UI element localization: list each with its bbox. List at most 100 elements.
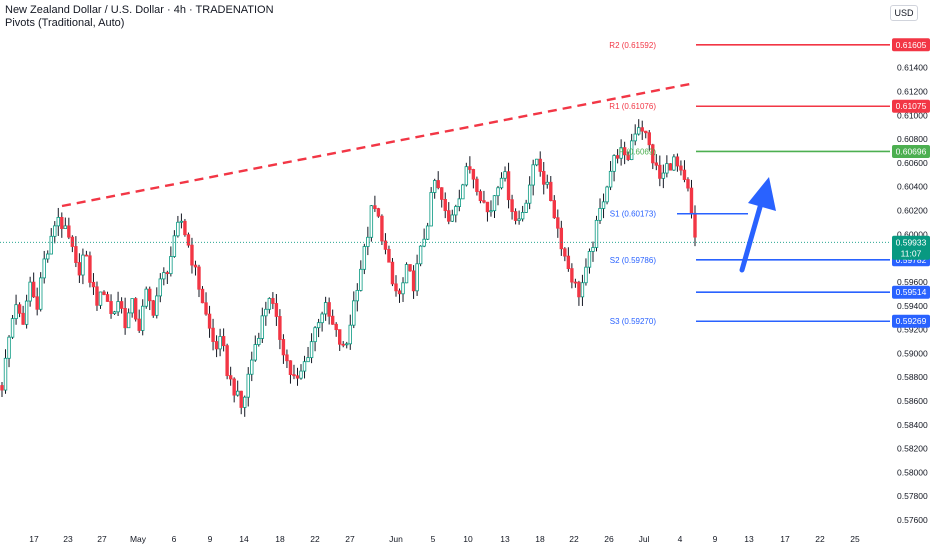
candle-body [313, 327, 317, 343]
candle-body [408, 264, 412, 272]
candle-body [615, 155, 620, 159]
candle-body [3, 357, 8, 391]
candle-body [682, 169, 687, 180]
candle-body [334, 323, 338, 331]
candle-body [221, 336, 226, 347]
candle-body [264, 308, 268, 317]
pivot-level-label: P (0.6069) [619, 147, 657, 156]
candle-body [506, 171, 511, 201]
candle-body [49, 235, 53, 255]
candle-body [394, 283, 398, 292]
candle-body [492, 195, 497, 212]
candle-body [644, 130, 648, 134]
y-tick-label: 0.58800 [897, 372, 928, 382]
candle-body [443, 199, 447, 212]
y-tick-label: 0.60400 [897, 182, 928, 192]
candle-body [689, 187, 694, 214]
candle-body [148, 288, 152, 302]
price-badge-label: 0.59514 [896, 287, 927, 297]
candle-body [580, 282, 585, 298]
candle-body [271, 298, 275, 304]
candle-body [228, 375, 233, 380]
candle-body [454, 206, 458, 216]
candle-body [186, 234, 191, 246]
y-tick-label: 0.58400 [897, 420, 928, 430]
pivot-level-label: S2 (0.59786) [610, 256, 657, 265]
candle-body [102, 291, 106, 295]
candle-body [499, 177, 504, 189]
candle-body [352, 300, 356, 326]
candle-body [67, 225, 71, 238]
candle-body [429, 192, 433, 227]
candle-body [292, 374, 296, 377]
x-tick-label: 22 [310, 534, 320, 544]
price-badge [892, 314, 930, 328]
candle-body [56, 216, 60, 227]
candle-body [158, 278, 162, 297]
candle-body [619, 147, 623, 159]
candle-body [679, 165, 683, 171]
candle-body [612, 155, 616, 172]
candle-body [601, 201, 606, 209]
candle-body [633, 133, 637, 142]
candle-body [302, 361, 307, 372]
x-tick-label: 10 [463, 534, 473, 544]
candle-body [531, 164, 535, 186]
x-tick-label: Jul [639, 534, 650, 544]
y-tick-label: 0.58000 [897, 467, 928, 477]
candle-body [250, 359, 254, 375]
current-price-badge [892, 235, 930, 260]
candle-body [686, 179, 690, 189]
x-tick-label: 4 [678, 534, 683, 544]
candle-body [214, 341, 219, 350]
chart-title: New Zealand Dollar / U.S. Dollar · 4h · … [5, 4, 274, 16]
candle-body [285, 354, 289, 362]
candle-body [35, 296, 39, 310]
candle-body [598, 208, 602, 221]
candle-body [622, 147, 627, 156]
candle-body [288, 360, 293, 375]
candle-body [471, 169, 476, 180]
pivot-level-label: S3 (0.59270) [610, 317, 657, 326]
y-tick-label: 0.59000 [897, 348, 928, 358]
candle-body [411, 270, 416, 292]
candle-body [155, 295, 159, 316]
x-tick-label: May [130, 534, 147, 544]
indicator-label[interactable]: Pivots (Traditional, Auto) [5, 17, 125, 29]
candle-body [239, 390, 243, 408]
candle-body [119, 301, 124, 309]
candle-body [563, 248, 567, 257]
candle-body [527, 184, 532, 204]
candle-body [21, 312, 25, 325]
candle-body [70, 236, 75, 247]
resistance-trendline[interactable] [61, 82, 691, 208]
candle-body [605, 186, 609, 203]
y-tick-label: 0.59400 [897, 301, 928, 311]
candle-body [468, 166, 472, 170]
candle-body [141, 305, 145, 331]
candle-body [440, 187, 444, 200]
candle-body [538, 158, 542, 172]
candle-body [517, 218, 521, 221]
candle-body [566, 255, 571, 269]
candle-body [190, 244, 194, 266]
candle-body [133, 298, 138, 320]
candle-body [84, 254, 89, 257]
candle-body [330, 315, 335, 325]
candle-body [179, 220, 184, 223]
pivot-level-label: R2 (0.61592) [609, 41, 656, 50]
currency-button[interactable]: USD [890, 5, 918, 21]
bullish-arrow-shaft [739, 197, 765, 273]
candle-body [42, 258, 46, 279]
y-tick-label: 0.59600 [897, 277, 928, 287]
candle-body [137, 318, 141, 331]
candle-body [299, 370, 303, 379]
candle-body [88, 255, 92, 283]
candle-body [306, 357, 310, 363]
x-tick-label: 27 [97, 534, 107, 544]
candle-body [647, 132, 651, 146]
candle-body [323, 302, 328, 315]
candle-body [53, 225, 57, 237]
candle-body [447, 210, 451, 222]
